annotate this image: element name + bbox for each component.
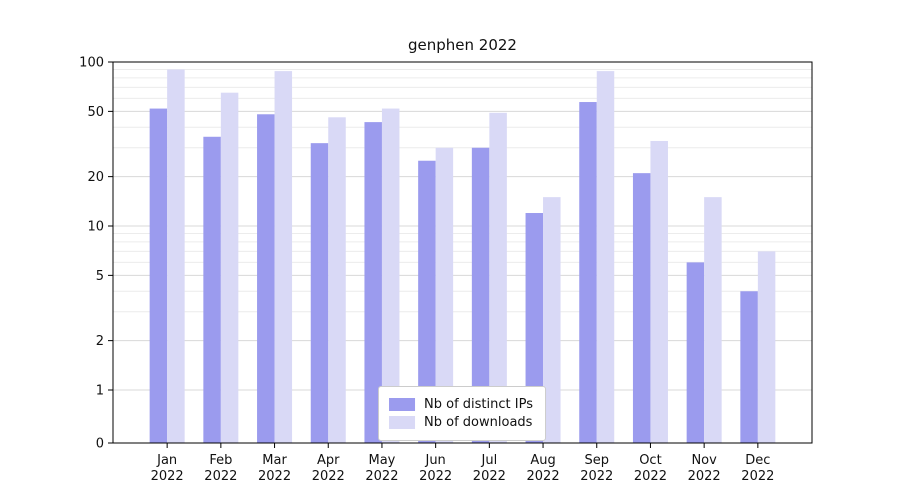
x-tick-label: Nov 2022	[688, 453, 721, 484]
bar-downloads	[650, 140, 668, 443]
y-tick-label: 2	[96, 334, 104, 349]
x-tick-label: Aug 2022	[527, 453, 560, 484]
bar-ips	[579, 102, 597, 443]
bar-downloads	[489, 112, 507, 443]
bar-ips	[525, 213, 544, 443]
y-tick-label: 5	[96, 269, 104, 284]
x-tick-label: Mar 2022	[258, 453, 291, 484]
bar-ips	[740, 291, 758, 443]
y-tick-label: 10	[87, 220, 104, 235]
bar-ips	[418, 160, 436, 443]
bar-downloads	[328, 117, 346, 444]
bar-ips	[310, 143, 329, 444]
bar-ips	[257, 114, 275, 444]
bar-ips	[149, 108, 168, 444]
bar-ips	[203, 136, 221, 444]
chart-title: genphen 2022	[408, 36, 517, 54]
x-tick-label: Jan 2022	[151, 453, 184, 484]
y-tick-label: 100	[79, 56, 104, 71]
bar-downloads	[596, 71, 615, 443]
bar-downloads	[381, 108, 400, 444]
x-tick-label: Oct 2022	[634, 453, 667, 484]
x-tick-label: May 2022	[365, 453, 398, 484]
bar-ips	[364, 122, 382, 443]
x-tick-label: Jul 2022	[473, 453, 506, 484]
x-tick-label: Jun 2022	[419, 453, 452, 484]
bar-downloads	[435, 147, 454, 443]
x-tick-label: Sep 2022	[580, 453, 613, 484]
y-tick-label: 1	[96, 384, 104, 399]
bar-ips	[632, 173, 651, 443]
legend-item-distinct-ips: Nb of distinct IPs	[389, 397, 533, 412]
bar-downloads	[220, 92, 239, 443]
x-tick-label: Feb 2022	[204, 453, 237, 484]
legend-item-downloads: Nb of downloads	[389, 415, 533, 430]
y-tick-label: 20	[87, 170, 104, 185]
bar-downloads	[274, 71, 293, 443]
legend-label-distinct-ips: Nb of distinct IPs	[424, 397, 533, 412]
y-tick-label: 50	[87, 105, 104, 120]
legend-label-downloads: Nb of downloads	[424, 415, 533, 430]
legend-swatch-distinct-ips	[389, 398, 416, 411]
bar-downloads	[543, 197, 561, 443]
bar-downloads	[704, 197, 722, 443]
y-tick-label: 0	[96, 437, 104, 452]
legend-swatch-downloads	[389, 416, 416, 429]
plot-border	[112, 61, 813, 444]
legend: Nb of distinct IPs Nb of downloads	[378, 386, 546, 441]
x-tick-label: Apr 2022	[312, 453, 345, 484]
bar-downloads	[167, 69, 185, 444]
bar-downloads	[757, 251, 776, 443]
bar-ips	[471, 147, 490, 443]
bar-ips	[686, 262, 705, 443]
x-tick-label: Dec 2022	[741, 453, 774, 484]
